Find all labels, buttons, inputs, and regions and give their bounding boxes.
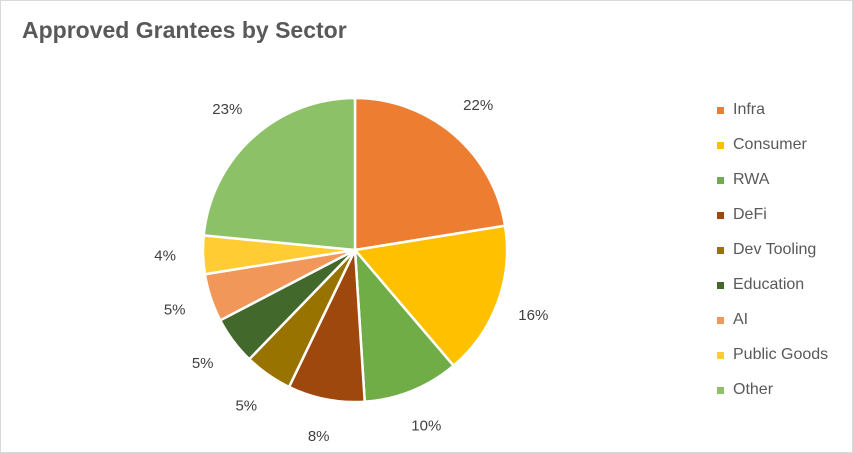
legend-label: Public Goods [733, 346, 829, 363]
data-label-public-goods: 4% [154, 248, 176, 265]
legend-label: RWA [733, 171, 770, 188]
chart-legend: Infra Consumer RWA DeFi Dev Tooling Education… [717, 1, 847, 452]
legend-swatch [717, 386, 724, 394]
legend-swatch [717, 106, 724, 114]
legend-label: Consumer [733, 136, 807, 153]
pie-slice-consumer [353, 224, 509, 367]
legend-item-education: Education [717, 275, 847, 295]
legend-label: Education [733, 276, 805, 293]
legend-swatch [717, 351, 724, 359]
legend-label: AI [733, 311, 749, 328]
legend-item-public-goods: Public Goods [717, 345, 847, 365]
data-label-ai: 5% [164, 301, 186, 318]
legend-item-other: Other [717, 380, 847, 400]
legend-label: Infra [733, 101, 766, 118]
legend-label: DeFi [733, 206, 767, 223]
data-label-infra: 22% [463, 97, 493, 114]
legend-swatch [717, 281, 724, 289]
legend-item-consumer: Consumer [717, 135, 847, 155]
legend-swatch [717, 141, 724, 149]
data-label-consumer: 16% [518, 307, 548, 324]
pie-slice-rwa [353, 248, 455, 403]
legend-label: Other [733, 381, 774, 398]
legend-swatch [717, 316, 724, 324]
data-label-other: 23% [212, 101, 242, 118]
pie-data-labels: 22% 16% 10% 8% 5% 5% 5% 4% 23% [154, 97, 548, 445]
legend-swatch [717, 176, 724, 184]
legend-item-defi: DeFi [717, 205, 847, 225]
chart-title: Approved Grantees by Sector [22, 17, 347, 43]
legend-item-ai: AI [717, 310, 847, 330]
data-label-dev-tooling: 5% [235, 397, 257, 414]
pie-slices [201, 96, 509, 404]
legend-swatch [717, 211, 724, 219]
legend-label: Dev Tooling [733, 241, 817, 258]
data-label-defi: 8% [308, 428, 330, 445]
data-label-education: 5% [192, 355, 214, 372]
legend-item-dev-tooling: Dev Tooling [717, 240, 847, 260]
data-label-rwa: 10% [411, 418, 441, 435]
pie-slice-infra [353, 96, 507, 252]
legend-swatch [717, 246, 724, 254]
pie-slice-other [202, 96, 357, 252]
legend-item-rwa: RWA [717, 170, 847, 190]
legend-item-infra: Infra [717, 100, 847, 120]
